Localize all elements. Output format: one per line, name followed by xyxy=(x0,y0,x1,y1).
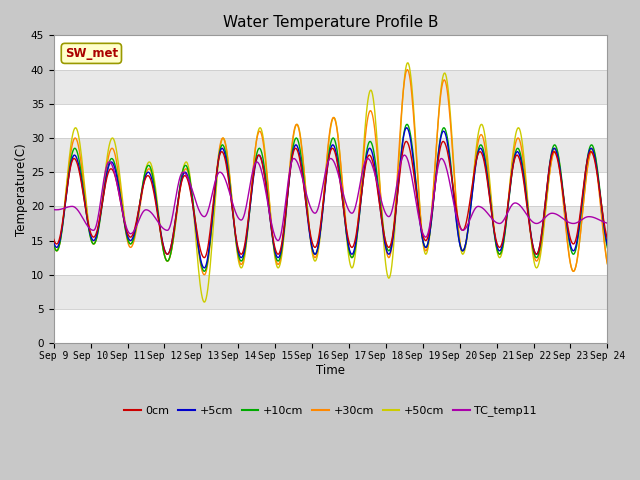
0cm xyxy=(173,206,180,212)
0cm xyxy=(117,200,125,206)
Line: +10cm: +10cm xyxy=(54,124,607,271)
+10cm xyxy=(403,121,411,127)
+30cm xyxy=(117,190,125,196)
+30cm xyxy=(399,96,406,102)
+10cm xyxy=(201,268,209,274)
+50cm xyxy=(60,210,68,216)
TC_temp11 xyxy=(202,212,210,218)
+50cm xyxy=(117,181,125,187)
Bar xyxy=(54,138,607,172)
+30cm xyxy=(415,201,423,206)
0cm xyxy=(403,139,410,144)
+30cm xyxy=(173,210,180,216)
Line: +30cm: +30cm xyxy=(54,70,607,275)
+50cm xyxy=(604,261,611,266)
+10cm xyxy=(399,139,406,145)
+5cm xyxy=(399,140,406,146)
0cm xyxy=(50,237,58,242)
+5cm xyxy=(201,265,209,271)
+5cm xyxy=(60,213,68,218)
TC_temp11 xyxy=(604,220,611,226)
+30cm xyxy=(604,261,611,267)
+5cm xyxy=(117,197,125,203)
TC_temp11 xyxy=(60,205,68,211)
+30cm xyxy=(201,272,209,277)
0cm xyxy=(399,150,406,156)
+50cm xyxy=(404,60,412,66)
+5cm xyxy=(50,239,58,245)
Line: +50cm: +50cm xyxy=(54,63,607,302)
0cm xyxy=(60,211,68,216)
0cm xyxy=(415,215,423,220)
X-axis label: Time: Time xyxy=(316,364,345,377)
Line: +5cm: +5cm xyxy=(54,128,607,268)
Y-axis label: Temperature(C): Temperature(C) xyxy=(15,143,28,236)
+5cm xyxy=(173,205,180,211)
Bar xyxy=(54,206,607,240)
+50cm xyxy=(415,200,423,205)
TC_temp11 xyxy=(400,152,408,158)
Text: SW_met: SW_met xyxy=(65,47,118,60)
+5cm xyxy=(604,242,611,248)
+5cm xyxy=(415,216,423,221)
+50cm xyxy=(173,208,180,214)
+50cm xyxy=(50,240,58,246)
TC_temp11 xyxy=(117,200,125,205)
Bar xyxy=(54,172,607,206)
Bar xyxy=(54,275,607,309)
+10cm xyxy=(604,245,611,251)
Title: Water Temperature Profile B: Water Temperature Profile B xyxy=(223,15,438,30)
Legend: 0cm, +5cm, +10cm, +30cm, +50cm, TC_temp11: 0cm, +5cm, +10cm, +30cm, +50cm, TC_temp1… xyxy=(120,401,541,421)
0cm xyxy=(201,255,209,261)
TC_temp11 xyxy=(274,238,282,243)
+30cm xyxy=(50,241,58,247)
TC_temp11 xyxy=(50,207,58,213)
+10cm xyxy=(415,214,423,219)
+10cm xyxy=(60,214,68,220)
+30cm xyxy=(403,67,411,72)
+5cm xyxy=(403,125,410,131)
+10cm xyxy=(203,262,211,268)
0cm xyxy=(203,249,211,254)
TC_temp11 xyxy=(173,188,180,194)
+5cm xyxy=(203,259,211,264)
Bar xyxy=(54,36,607,70)
+50cm xyxy=(203,291,211,297)
+10cm xyxy=(117,196,125,202)
Bar xyxy=(54,240,607,275)
+50cm xyxy=(399,97,406,103)
Line: TC_temp11: TC_temp11 xyxy=(54,155,607,240)
+10cm xyxy=(173,206,180,212)
+30cm xyxy=(60,212,68,217)
+10cm xyxy=(50,242,58,248)
Bar xyxy=(54,104,607,138)
+30cm xyxy=(203,265,211,271)
Bar xyxy=(54,309,607,343)
Line: 0cm: 0cm xyxy=(54,142,607,258)
Bar xyxy=(54,70,607,104)
TC_temp11 xyxy=(399,154,406,160)
0cm xyxy=(604,236,611,242)
+50cm xyxy=(201,299,209,305)
TC_temp11 xyxy=(415,218,423,224)
